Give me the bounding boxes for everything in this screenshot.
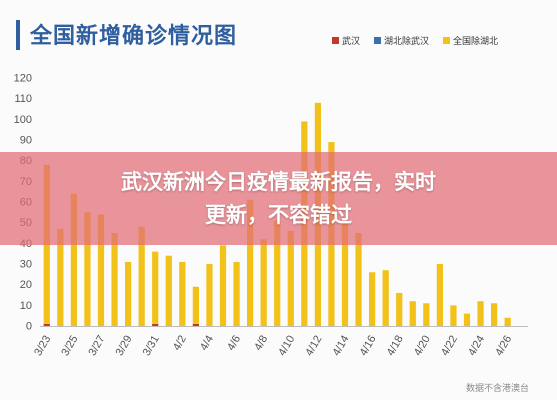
bar-national-ex-hubei bbox=[490, 303, 498, 326]
bar-national-ex-hubei bbox=[97, 214, 105, 326]
x-tick-label: 4/4 bbox=[198, 334, 216, 353]
bar-national-ex-hubei bbox=[192, 286, 200, 324]
bar-national-ex-hubei bbox=[355, 233, 362, 326]
legend-item-national-ex-hubei: 全国除湖北 bbox=[443, 34, 498, 47]
bar-national-ex-hubei bbox=[165, 255, 172, 326]
bar-national-ex-hubei bbox=[368, 272, 376, 326]
bar-wuhan bbox=[192, 323, 200, 326]
x-tick-label: 4/14 bbox=[330, 334, 351, 359]
bar-national-ex-hubei bbox=[246, 199, 254, 326]
headline-line-2: 更新，不容错过 bbox=[205, 203, 352, 227]
legend-item-hubei-ex-wuhan: 湖北除武汉 bbox=[374, 34, 429, 47]
x-tick-label: 4/22 bbox=[439, 334, 460, 359]
bar-wuhan bbox=[152, 323, 159, 326]
legend-swatch-hubei-ex-wuhan bbox=[374, 37, 382, 44]
x-tick-label: 3/29 bbox=[114, 334, 135, 359]
x-tick-label: 4/12 bbox=[303, 334, 324, 359]
bar-national-ex-hubei bbox=[409, 301, 416, 326]
x-tick-label: 4/20 bbox=[412, 334, 433, 359]
y-tick-label: 0 bbox=[26, 321, 32, 333]
bar-national-ex-hubei bbox=[287, 230, 294, 326]
bar-national-ex-hubei bbox=[450, 305, 457, 326]
x-tick-label: 4/16 bbox=[358, 334, 379, 359]
bar-national-ex-hubei bbox=[206, 264, 213, 326]
x-tick-label: 4/26 bbox=[493, 333, 514, 358]
headline-text: 武汉新洲今日疫情最新报告，实时 更新，不容错过 bbox=[0, 166, 557, 232]
y-tick-label: 110 bbox=[14, 93, 32, 105]
bar-national-ex-hubei bbox=[124, 261, 132, 326]
x-tick-label: 4/2 bbox=[171, 334, 189, 353]
legend-label-hubei-ex-wuhan: 湖北除武汉 bbox=[384, 37, 430, 47]
x-tick-label: 4/6 bbox=[225, 334, 243, 353]
bar-national-ex-hubei bbox=[341, 220, 349, 326]
headline-banner: 武汉新洲今日疫情最新报告，实时 更新，不容错过 bbox=[0, 152, 557, 245]
bar-national-ex-hubei bbox=[477, 301, 484, 326]
bar-national-ex-hubei bbox=[463, 313, 471, 326]
x-tick-label: 3/27 bbox=[86, 334, 107, 359]
bar-national-ex-hubei bbox=[274, 220, 281, 326]
legend-item-wuhan: 武汉 bbox=[332, 34, 360, 47]
bar-national-ex-hubei bbox=[70, 193, 78, 326]
bar-national-ex-hubei bbox=[504, 317, 511, 326]
bar-national-ex-hubei bbox=[111, 233, 118, 326]
y-tick-label: 10 bbox=[20, 300, 32, 312]
title-accent-bar bbox=[16, 20, 20, 50]
bar-national-ex-hubei bbox=[423, 303, 430, 326]
y-tick-label: 100 bbox=[14, 114, 32, 126]
legend-label-national-ex-hubei: 全国除湖北 bbox=[453, 37, 499, 47]
legend: 武汉 湖北除武汉 全国除湖北 bbox=[332, 34, 498, 47]
x-tick-label: 3/23 bbox=[32, 334, 53, 359]
x-tick-label: 4/8 bbox=[252, 334, 270, 353]
headline-line-1: 武汉新洲今日疫情最新报告，实时 bbox=[121, 170, 436, 194]
y-tick-label: 120 bbox=[14, 73, 32, 85]
bar-national-ex-hubei bbox=[219, 245, 227, 326]
y-tick-label: 20 bbox=[20, 279, 32, 291]
legend-label-wuhan: 武汉 bbox=[342, 37, 361, 47]
bar-national-ex-hubei bbox=[152, 251, 159, 324]
legend-swatch-national-ex-hubei bbox=[443, 37, 451, 44]
x-tick-label: 4/18 bbox=[385, 334, 406, 359]
legend-swatch-wuhan bbox=[332, 37, 339, 44]
y-tick-label: 90 bbox=[20, 135, 32, 147]
x-tick-label: 3/31 bbox=[141, 334, 162, 359]
bar-national-ex-hubei bbox=[138, 226, 145, 326]
x-tick-label: 4/24 bbox=[466, 334, 487, 359]
bar-wuhan bbox=[43, 323, 50, 326]
x-tick-label: 4/10 bbox=[276, 334, 297, 359]
source-note: 数据不含港澳台 bbox=[465, 384, 529, 394]
bar-national-ex-hubei bbox=[57, 228, 64, 326]
y-tick-label: 30 bbox=[20, 259, 32, 271]
bar-national-ex-hubei bbox=[396, 292, 403, 326]
bar-national-ex-hubei bbox=[179, 261, 186, 326]
bar-national-ex-hubei bbox=[382, 270, 389, 326]
bar-national-ex-hubei bbox=[260, 239, 267, 326]
bar-national-ex-hubei bbox=[233, 261, 240, 326]
bar-national-ex-hubei bbox=[436, 264, 444, 326]
x-tick-label: 3/25 bbox=[59, 334, 80, 359]
bar-national-ex-hubei bbox=[84, 212, 91, 326]
chart-title: 全国新增确诊情况图 bbox=[30, 24, 238, 49]
